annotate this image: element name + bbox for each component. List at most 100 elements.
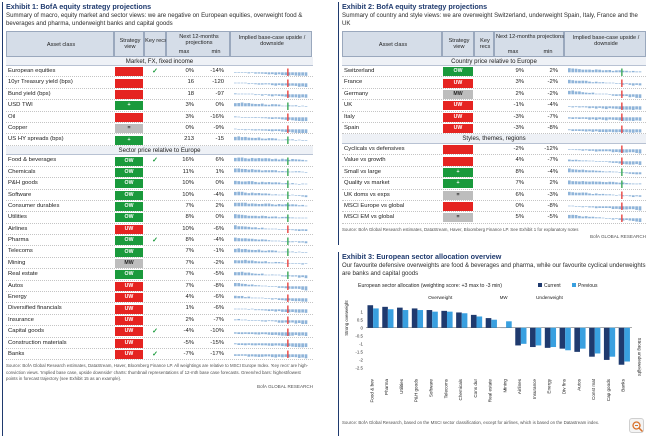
sparkline-bar (304, 297, 308, 302)
table-row: Mining MW 7% -2% (6, 258, 313, 270)
sparkline-bar (594, 81, 598, 84)
sparkline-bar (571, 180, 575, 184)
sparkline-bar (294, 140, 298, 141)
sparkline-bar (584, 206, 588, 208)
sparkline-bar (250, 354, 254, 357)
sparkline-bar (281, 105, 284, 107)
sparkline-bar (274, 331, 278, 335)
sparkline-bar (244, 117, 247, 119)
asset-class-label: MSCI EM vs global (344, 214, 395, 221)
projection-min-value: -9% (213, 125, 224, 132)
sparkline-marker (621, 68, 623, 76)
sparkline-bar (234, 191, 237, 196)
key-rec-check-icon: ✓ (152, 68, 158, 76)
sparkline-bar (301, 117, 304, 122)
sparkline-bar (584, 69, 588, 72)
implied-sparkline (234, 113, 308, 122)
sparkline-bar (625, 172, 628, 174)
asset-class-label: France (344, 79, 363, 86)
sparkline-bar (568, 168, 571, 173)
table-row: Telecoms OW 7% -1% (6, 246, 313, 258)
sparkline-bar (605, 161, 608, 162)
sparkline-bar (237, 226, 241, 230)
implied-sparkline (234, 79, 308, 88)
sparkline-bar (257, 273, 261, 276)
projection-min-value: -120 (212, 79, 224, 86)
group-label-mw: MW (500, 295, 509, 300)
sparkline-bar (584, 181, 588, 184)
sparkline-bar (574, 180, 578, 184)
sparkline-bar (588, 69, 591, 72)
exhibit-1-note: Source: BofA Global Research estimates, … (6, 363, 309, 382)
sparkline-bar (568, 67, 571, 72)
sparkline-bar (281, 251, 284, 253)
table-row: Software OW 10% -4% (6, 190, 313, 201)
sparkline-bar (591, 93, 595, 95)
sparkline-bar (568, 91, 571, 95)
sparkline-bar (260, 170, 264, 173)
chart-title: European sector allocation (weighting sc… (358, 283, 502, 289)
sparkline-bar (297, 117, 301, 122)
zoom-icon[interactable] (629, 418, 644, 433)
sparkline-bar (631, 161, 635, 165)
sparkline-bar (247, 272, 251, 276)
sparkline-bar (618, 218, 622, 220)
sparkline-bar (264, 343, 267, 346)
sparkline-bar (267, 286, 271, 288)
sparkline-bar (274, 262, 278, 264)
sparkline-bar (584, 215, 588, 219)
strategy-view-badge (115, 78, 143, 88)
implied-sparkline (234, 102, 308, 110)
sparkline-bar (291, 354, 294, 358)
sparkline-bar (237, 354, 241, 357)
x-tick-label: Pharma (384, 378, 389, 395)
sparkline-bar (294, 94, 298, 98)
sparkline-bar (260, 331, 264, 334)
sparkline-bar (594, 128, 598, 131)
y-tick-label: -1 (359, 341, 363, 346)
sparkline-bar (281, 262, 284, 264)
sparkline-bar (568, 149, 571, 151)
header-label-implied: Implied base-case upside / downside (572, 34, 640, 48)
projection-min-value: -8% (547, 202, 558, 209)
sparkline-bar (588, 181, 591, 184)
sparkline-bar (260, 320, 264, 322)
sparkline-bar (574, 117, 578, 119)
sparkline-bar (264, 138, 267, 141)
sparkline-bar (250, 117, 254, 119)
sparkline-marker (621, 202, 623, 211)
sparkline-bar (291, 343, 294, 347)
bar-previous (624, 327, 630, 362)
bar-current (574, 327, 580, 352)
sparkline-bar (291, 331, 294, 336)
sparkline-bar (574, 80, 578, 84)
sparkline-bar (244, 331, 247, 334)
sparkline-marker (621, 168, 623, 177)
exhibit-2-table: Asset class Strategy view Key recs Next 12-… (342, 30, 646, 224)
sparkline-bar (601, 106, 605, 109)
asset-class-label: US HY spreads (bps) (8, 136, 64, 143)
sparkline-bar (274, 320, 278, 322)
bar-previous (506, 320, 512, 328)
sparkline-bar (638, 83, 642, 86)
sparkline-bar (260, 215, 264, 219)
sparkline-bar (578, 192, 581, 196)
sparkline-marker (621, 214, 623, 222)
sparkline-bar (277, 139, 281, 141)
sparkline-bar (240, 157, 244, 162)
sparkline-bar (284, 216, 288, 219)
sparkline-bar (618, 69, 622, 72)
sparkline-bar (267, 117, 271, 119)
sparkline-bar (287, 105, 291, 107)
sparkline-bar (284, 297, 288, 301)
x-tick-label: Mining (502, 378, 507, 392)
sparkline-bar (291, 309, 294, 312)
projection-max-value: 1% (185, 305, 194, 312)
sparkline-bar (611, 149, 615, 153)
sparkline-marker (621, 125, 623, 133)
sparkline-bar (271, 194, 274, 196)
sparkline-bar (250, 284, 254, 287)
sparkline-bar (281, 343, 284, 347)
sparkline-bar (237, 295, 241, 298)
sparkline-bar (301, 343, 304, 348)
